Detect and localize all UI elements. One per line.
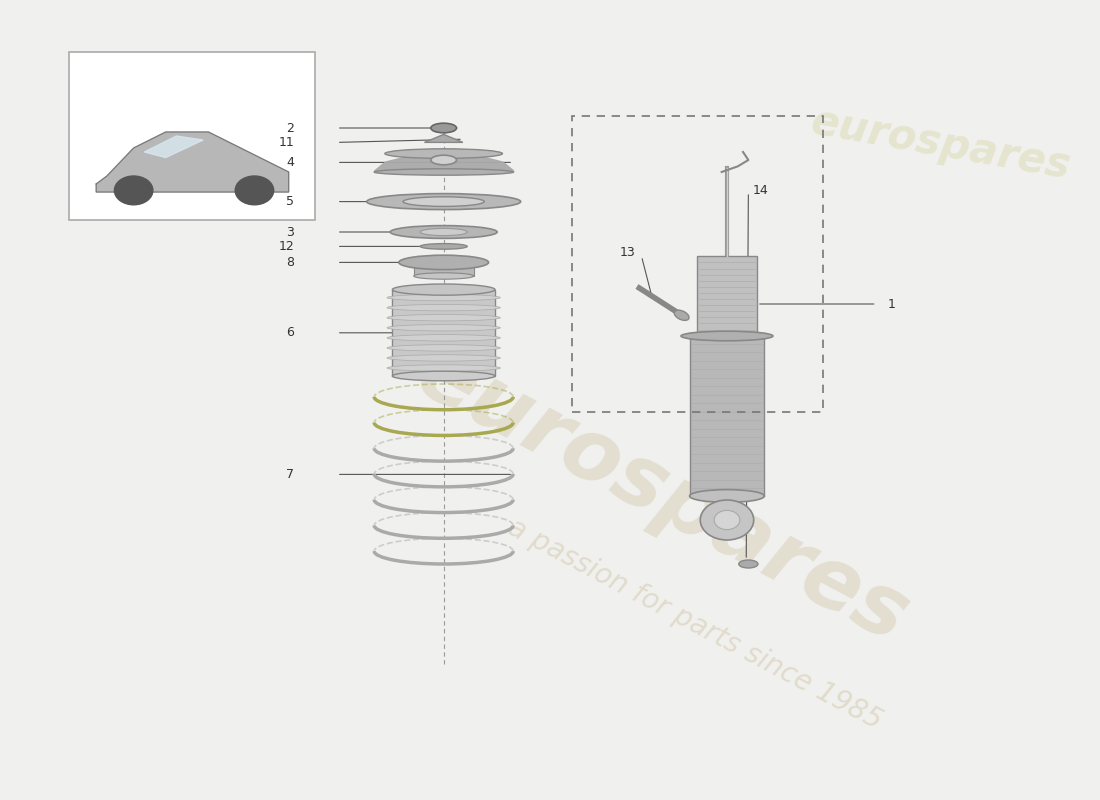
Ellipse shape <box>387 294 500 301</box>
Ellipse shape <box>374 169 514 175</box>
Circle shape <box>701 500 754 540</box>
FancyBboxPatch shape <box>69 52 316 220</box>
Ellipse shape <box>387 314 500 321</box>
Ellipse shape <box>387 325 500 331</box>
Polygon shape <box>96 132 288 192</box>
Ellipse shape <box>387 305 500 311</box>
Text: 1: 1 <box>888 298 895 310</box>
Ellipse shape <box>390 226 497 238</box>
Circle shape <box>235 176 274 205</box>
Ellipse shape <box>385 149 503 158</box>
Ellipse shape <box>420 244 468 250</box>
Ellipse shape <box>420 229 468 235</box>
Bar <box>414 258 474 276</box>
Polygon shape <box>144 136 204 158</box>
Bar <box>690 336 764 496</box>
Ellipse shape <box>431 155 456 165</box>
Text: eurospares: eurospares <box>403 331 923 661</box>
Ellipse shape <box>739 560 758 568</box>
Circle shape <box>714 510 740 530</box>
Ellipse shape <box>387 354 500 361</box>
Ellipse shape <box>681 331 773 341</box>
Text: 12: 12 <box>278 240 294 253</box>
Ellipse shape <box>399 255 488 270</box>
Ellipse shape <box>674 310 689 321</box>
Ellipse shape <box>366 194 520 210</box>
Ellipse shape <box>690 490 764 502</box>
Ellipse shape <box>431 123 456 133</box>
Text: 2: 2 <box>286 122 294 134</box>
Ellipse shape <box>403 197 484 206</box>
Text: 7: 7 <box>286 468 294 481</box>
Text: 4: 4 <box>286 156 294 169</box>
Text: 13: 13 <box>619 246 635 259</box>
Text: eurospares: eurospares <box>807 101 1074 187</box>
Text: a passion for parts since 1985: a passion for parts since 1985 <box>503 513 887 735</box>
Ellipse shape <box>387 334 500 341</box>
Text: 11: 11 <box>278 136 294 149</box>
Bar <box>572 116 823 412</box>
Circle shape <box>114 176 153 205</box>
Text: 14: 14 <box>752 184 769 197</box>
Polygon shape <box>425 134 463 142</box>
Ellipse shape <box>414 273 474 279</box>
Bar <box>393 290 495 376</box>
Text: 6: 6 <box>286 326 294 339</box>
Ellipse shape <box>393 371 495 381</box>
Ellipse shape <box>387 365 500 371</box>
Ellipse shape <box>393 284 495 295</box>
Text: 5: 5 <box>286 195 294 208</box>
Bar <box>697 256 757 336</box>
Text: 8: 8 <box>286 256 294 269</box>
Ellipse shape <box>387 345 500 351</box>
Text: 3: 3 <box>286 226 294 238</box>
